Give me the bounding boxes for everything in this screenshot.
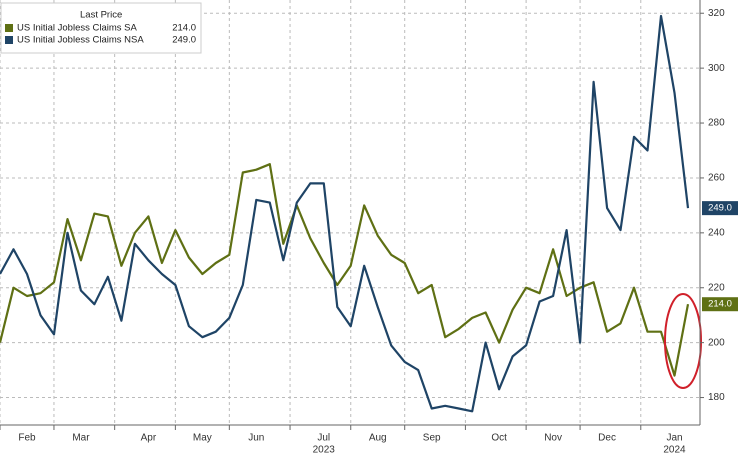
last-value-tag (702, 297, 738, 312)
x-tick-label: Jul (317, 433, 330, 444)
x-tick-label: Mar (72, 433, 90, 444)
x-tick-label: Nov (544, 433, 562, 444)
last-value-label: 249.0 (708, 203, 732, 214)
series-line (0, 14, 690, 413)
legend-value: 214.0 (172, 23, 196, 34)
legend-label: US Initial Jobless Claims NSA (17, 35, 144, 46)
y-tick-label: 200 (708, 337, 725, 348)
legend-box (0, 2, 202, 54)
lines (0, 14, 690, 413)
y-tick-label: 320 (708, 8, 725, 19)
x-tick-label: Jun (248, 433, 264, 444)
legend: Last Price US Initial Jobless Claims SA 2… (0, 2, 202, 54)
y-tick-label: 220 (708, 282, 725, 293)
legend-title: Last Price (80, 10, 122, 21)
x-tick-label: Jan (666, 433, 682, 444)
highlight-ellipse (664, 293, 702, 389)
x-tick-label: May (193, 433, 212, 444)
x-tick-label: Apr (141, 433, 157, 444)
y-tick-label: 300 (708, 63, 725, 74)
x-tick-label: Sep (423, 433, 441, 444)
x-tick-label: Feb (18, 433, 36, 444)
legend-swatch (5, 24, 13, 32)
legend-label: US Initial Jobless Claims SA (17, 23, 138, 34)
x-tick-label: Oct (491, 433, 507, 444)
y-tick-label: 280 (708, 118, 725, 129)
x-tick-label: Dec (598, 433, 616, 444)
y-tick-label: 240 (708, 227, 725, 238)
x-year-label: 2023 (313, 445, 336, 455)
legend-swatch (5, 36, 13, 44)
last-value-label: 214.0 (708, 299, 732, 310)
x-tick-label: Aug (369, 433, 387, 444)
legend-value: 249.0 (172, 35, 196, 46)
x-year-label: 2024 (663, 445, 686, 455)
y-tick-label: 180 (708, 392, 725, 403)
last-value-tag (702, 201, 738, 216)
y-tick-label: 260 (708, 173, 725, 184)
